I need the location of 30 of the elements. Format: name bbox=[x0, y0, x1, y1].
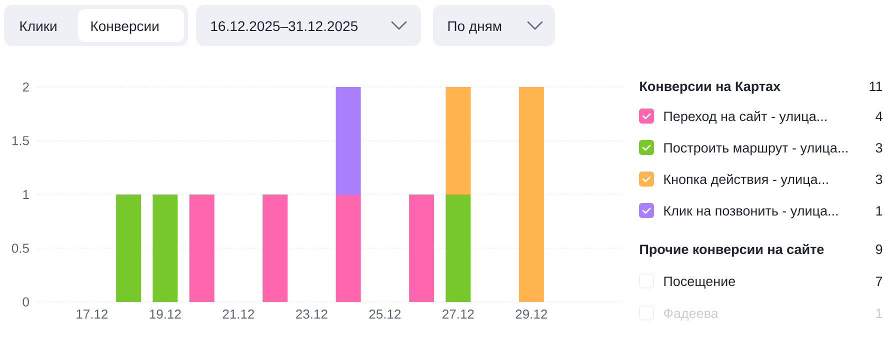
text: 3 bbox=[876, 143, 882, 153]
legend-label: Клик на позвонить - улица... bbox=[664, 206, 838, 218]
y-tick-label: 1 bbox=[23, 190, 29, 199]
y-tick-label: 0 bbox=[22, 297, 29, 307]
x-tick-label: 25.12 bbox=[369, 310, 401, 319]
x-tick-label: 19.12 bbox=[150, 310, 181, 319]
x-tick-label: 27.12 bbox=[442, 310, 474, 319]
text: 3 bbox=[876, 174, 882, 184]
text: 4 bbox=[876, 112, 882, 121]
text: По дням bbox=[448, 21, 502, 34]
x-tick-label: 23.12 bbox=[296, 310, 328, 319]
text: Конверсии bbox=[91, 21, 158, 34]
x-tick-label: 17.12 bbox=[76, 310, 108, 319]
text: 1 bbox=[876, 206, 882, 216]
text: Клики bbox=[20, 21, 56, 32]
legend-label: Кнопка действия - улица... bbox=[664, 174, 828, 187]
legend-title: Конверсии на Картах bbox=[640, 82, 781, 94]
text: 16.12.2025–31.12.2025 bbox=[211, 21, 358, 32]
text: 9 bbox=[876, 244, 882, 254]
text: Посещение bbox=[664, 276, 736, 289]
text: Прочие конверсии на сайте bbox=[640, 244, 824, 257]
x-tick-label: 29.12 bbox=[516, 310, 548, 319]
y-tick-label: 0.5 bbox=[12, 244, 29, 253]
y-tick-label: 2 bbox=[22, 82, 29, 92]
text: 11 bbox=[870, 82, 882, 91]
text: 7 bbox=[876, 276, 882, 286]
legend-label: Построить маршрут - улица... bbox=[664, 143, 848, 156]
y-tick-label: 1.5 bbox=[12, 136, 29, 146]
x-tick-label: 21.12 bbox=[222, 310, 254, 319]
legend-label: Переход на сайт - улица... bbox=[664, 110, 826, 124]
